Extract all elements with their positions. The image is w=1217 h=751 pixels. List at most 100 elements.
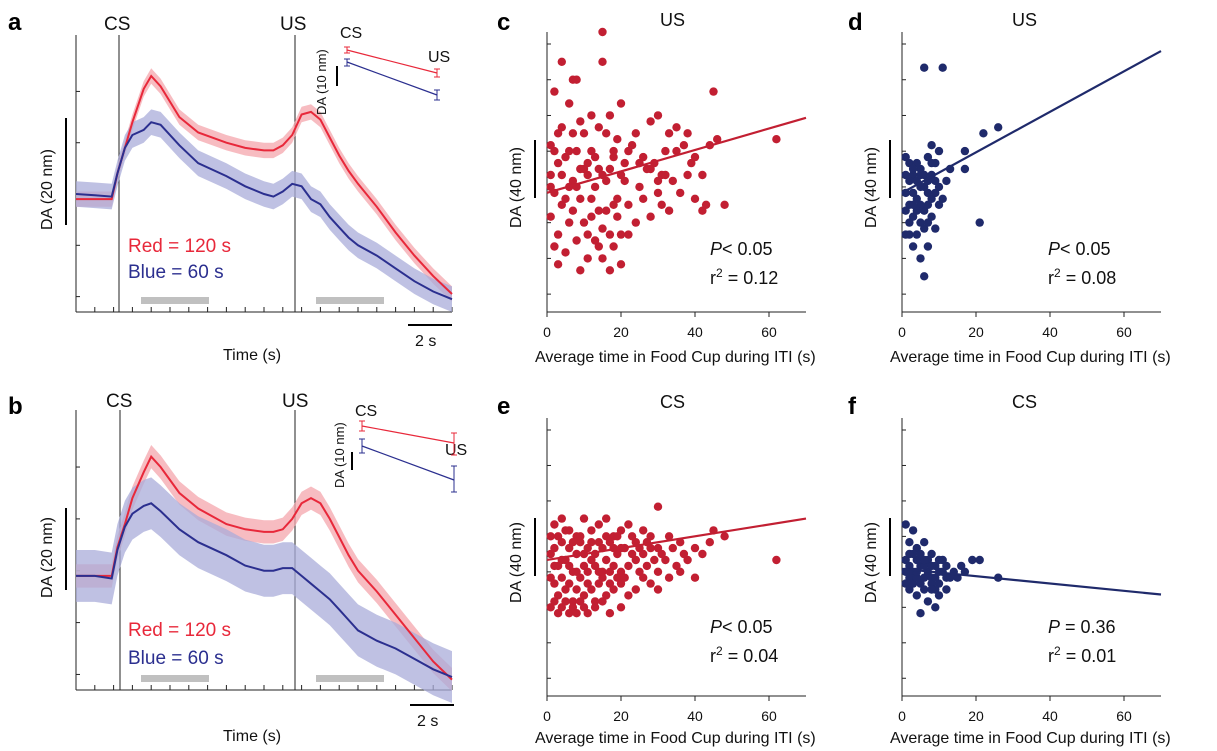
data-point (676, 188, 685, 198)
data-point (938, 194, 947, 203)
data-point (664, 129, 674, 138)
data-point (920, 224, 929, 233)
data-point (594, 242, 603, 251)
x-tick-label: 60 (761, 708, 777, 724)
data-point (587, 146, 596, 156)
data-point (583, 609, 592, 618)
data-point (605, 164, 615, 174)
data-point (609, 146, 618, 156)
data-point (616, 260, 626, 269)
data-point (565, 561, 574, 571)
data-point (598, 57, 607, 66)
data-point (639, 526, 648, 535)
data-point (572, 567, 581, 576)
data-point (901, 520, 910, 529)
panel-f: f CS DA (40 nm) 0 20 40 60 P = 0.36 r2 = 0.… (848, 392, 1171, 747)
data-point (590, 152, 600, 162)
inset-blue-line-a (346, 61, 438, 96)
panel-letter-f: f (848, 393, 857, 420)
data-point (568, 597, 578, 606)
data-point (653, 176, 663, 186)
data-point (594, 123, 603, 132)
x-label-a: Time (s) (223, 347, 281, 364)
stat-p-f: P = 0.36 (1048, 617, 1116, 637)
data-point (557, 514, 566, 523)
data-point (602, 514, 611, 523)
data-point (594, 538, 603, 547)
data-point (994, 123, 1003, 132)
inset-b: CS US DA (10 nm) (332, 403, 467, 493)
traces-a (75, 68, 453, 313)
data-point (602, 555, 611, 565)
data-point (938, 555, 947, 565)
data-point (576, 532, 585, 541)
data-point (646, 212, 655, 221)
data-point (908, 242, 918, 251)
data-point (579, 514, 589, 523)
data-point (934, 182, 944, 192)
data-point (602, 176, 611, 186)
data-point (561, 597, 570, 606)
data-point (772, 555, 781, 565)
data-point (916, 609, 925, 618)
data-point (568, 176, 578, 186)
data-point (598, 567, 607, 576)
data-point (616, 603, 626, 612)
cue-bar-a-2 (316, 297, 384, 304)
data-point (546, 212, 555, 221)
data-point (683, 555, 692, 565)
x-tick-label: 40 (1042, 708, 1058, 724)
data-point (557, 573, 566, 582)
data-point (550, 242, 559, 251)
data-point (664, 532, 674, 541)
data-point (664, 573, 674, 582)
data-point (590, 182, 600, 192)
data-point (550, 561, 559, 571)
data-point (690, 543, 700, 553)
data-point (975, 218, 984, 227)
data-point (546, 182, 555, 192)
data-point (639, 194, 648, 203)
panel-letter-d: d (848, 9, 863, 36)
data-point (646, 164, 655, 174)
data-point (546, 141, 555, 150)
x-label-e: Average time in Food Cup during ITI (s) (535, 730, 816, 747)
data-point (979, 129, 988, 138)
series-line-blue (76, 502, 453, 678)
data-point (583, 254, 592, 263)
data-point (683, 170, 692, 180)
legend-blue-a: Blue = 60 s (128, 262, 224, 283)
inset-us-label-a: US (428, 49, 450, 66)
data-point (920, 555, 929, 565)
data-point (923, 218, 933, 227)
data-point (565, 146, 574, 156)
data-point (546, 532, 555, 541)
data-point (968, 555, 977, 565)
data-point (908, 188, 918, 198)
legend-red-b: Red = 120 s (128, 620, 231, 641)
data-point (653, 567, 663, 576)
data-point (572, 236, 581, 245)
inset-cs-label-b: CS (355, 403, 377, 420)
data-point (616, 99, 626, 108)
data-point (927, 585, 936, 594)
data-point (576, 538, 585, 547)
data-point (620, 158, 629, 168)
data-point (565, 218, 574, 227)
data-point (609, 200, 618, 209)
data-point (912, 591, 921, 600)
data-point (690, 194, 700, 203)
data-point (672, 146, 681, 156)
data-point (605, 567, 615, 576)
cs-label-a: CS (104, 14, 130, 35)
stat-p-e: P< 0.05 (710, 617, 773, 637)
data-point (605, 266, 615, 275)
data-point (561, 526, 570, 535)
data-point (550, 597, 559, 606)
data-point (598, 597, 607, 606)
plot-f: 0 20 40 60 (898, 418, 1162, 724)
data-point (631, 585, 640, 594)
x-label-d: Average time in Food Cup during ITI (s) (890, 349, 1171, 366)
data-point (627, 549, 637, 559)
data-point (568, 206, 578, 215)
